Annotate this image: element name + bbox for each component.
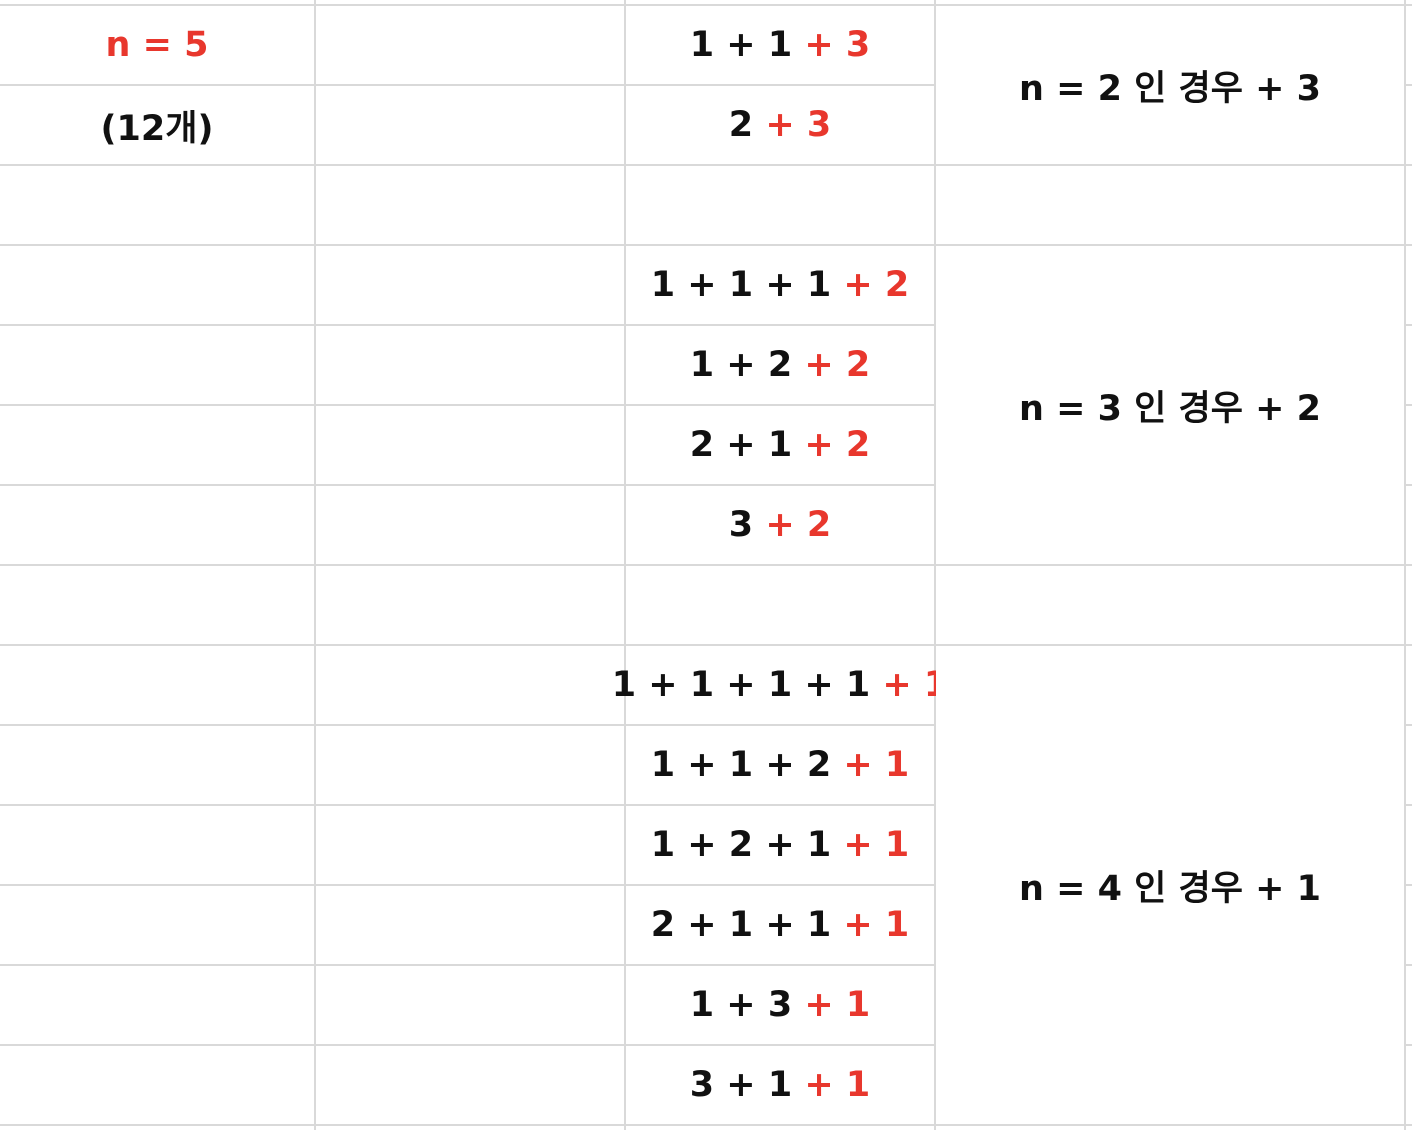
expression-prefix: 1 + 1 + 2: [650, 745, 832, 785]
expression-suffix: + 2: [792, 345, 871, 385]
expression-cell[interactable]: 1 + 3 + 1: [626, 966, 934, 1044]
row-gridline: [0, 84, 1412, 86]
row-gridline: [0, 884, 1412, 886]
merged-cell-n3[interactable]: n = 3 인 경우 + 2: [936, 246, 1404, 564]
row-gridline: [0, 564, 1412, 566]
expression-suffix: + 3: [753, 105, 832, 145]
expression-prefix: 2 + 1 + 1: [650, 905, 832, 945]
group-label: n = 4 인 경우 + 1: [1019, 868, 1321, 909]
expression-cell[interactable]: 1 + 1 + 1 + 2: [626, 246, 934, 324]
row-gridline: [0, 324, 1412, 326]
row-gridline: [0, 244, 1412, 246]
expression-cell[interactable]: 1 + 2 + 2: [626, 326, 934, 404]
row-gridline: [0, 484, 1412, 486]
expression-suffix: + 2: [792, 425, 871, 465]
row-gridline: [0, 804, 1412, 806]
expression-cell[interactable]: 1 + 2 + 1 + 1: [626, 806, 934, 884]
cell-count-label[interactable]: (12개): [0, 86, 314, 164]
expression-suffix: + 2: [753, 505, 832, 545]
n-label: n = 5: [105, 25, 209, 65]
expression-prefix: 1 + 1 + 1 + 1: [611, 665, 871, 705]
column-gridline: [1404, 0, 1406, 1130]
expression-prefix: 1 + 2: [689, 345, 793, 385]
expression-suffix: + 2: [831, 265, 910, 305]
group-label: n = 2 인 경우 + 3: [1019, 68, 1321, 109]
expression-cell[interactable]: 2 + 1 + 2: [626, 406, 934, 484]
expression-cell[interactable]: 1 + 1 + 3: [626, 6, 934, 84]
expression-suffix: + 1: [792, 985, 871, 1025]
expression-prefix: 1 + 2 + 1: [650, 825, 832, 865]
row-gridline: [0, 724, 1412, 726]
expression-prefix: 2: [728, 105, 754, 145]
row-gridline: [0, 1124, 1412, 1126]
expression-suffix: + 3: [792, 25, 871, 65]
row-gridline: [0, 4, 1412, 6]
row-gridline: [0, 1044, 1412, 1046]
count-label: (12개): [100, 108, 214, 149]
expression-cell[interactable]: 2 + 3: [626, 86, 934, 164]
column-gridline: [934, 0, 936, 1130]
expression-cell[interactable]: 1 + 1 + 1 + 1 + 1: [612, 646, 948, 724]
expression-suffix: + 1: [831, 905, 910, 945]
row-gridline: [0, 644, 1412, 646]
expression-prefix: 3 + 1: [689, 1065, 793, 1105]
column-gridline: [314, 0, 316, 1130]
cell-n-label[interactable]: n = 5: [0, 6, 314, 84]
expression-prefix: 3: [728, 505, 754, 545]
merged-cell-n2[interactable]: n = 2 인 경우 + 3: [936, 6, 1404, 164]
expression-cell[interactable]: 2 + 1 + 1 + 1: [626, 886, 934, 964]
row-gridline: [0, 964, 1412, 966]
group-label: n = 3 인 경우 + 2: [1019, 388, 1321, 429]
expression-suffix: + 1: [831, 745, 910, 785]
expression-prefix: 2 + 1: [689, 425, 793, 465]
expression-cell[interactable]: 1 + 1 + 2 + 1: [626, 726, 934, 804]
expression-cell[interactable]: 3 + 1 + 1: [626, 1046, 934, 1124]
expression-cell[interactable]: 3 + 2: [626, 486, 934, 564]
row-gridline: [0, 164, 1412, 166]
expression-suffix: + 1: [792, 1065, 871, 1105]
merged-cell-n4[interactable]: n = 4 인 경우 + 1: [936, 646, 1404, 1124]
expression-prefix: 1 + 1: [689, 25, 793, 65]
expression-prefix: 1 + 3: [689, 985, 793, 1025]
column-gridline: [624, 0, 626, 1130]
expression-prefix: 1 + 1 + 1: [650, 265, 832, 305]
row-gridline: [0, 404, 1412, 406]
expression-suffix: + 1: [831, 825, 910, 865]
